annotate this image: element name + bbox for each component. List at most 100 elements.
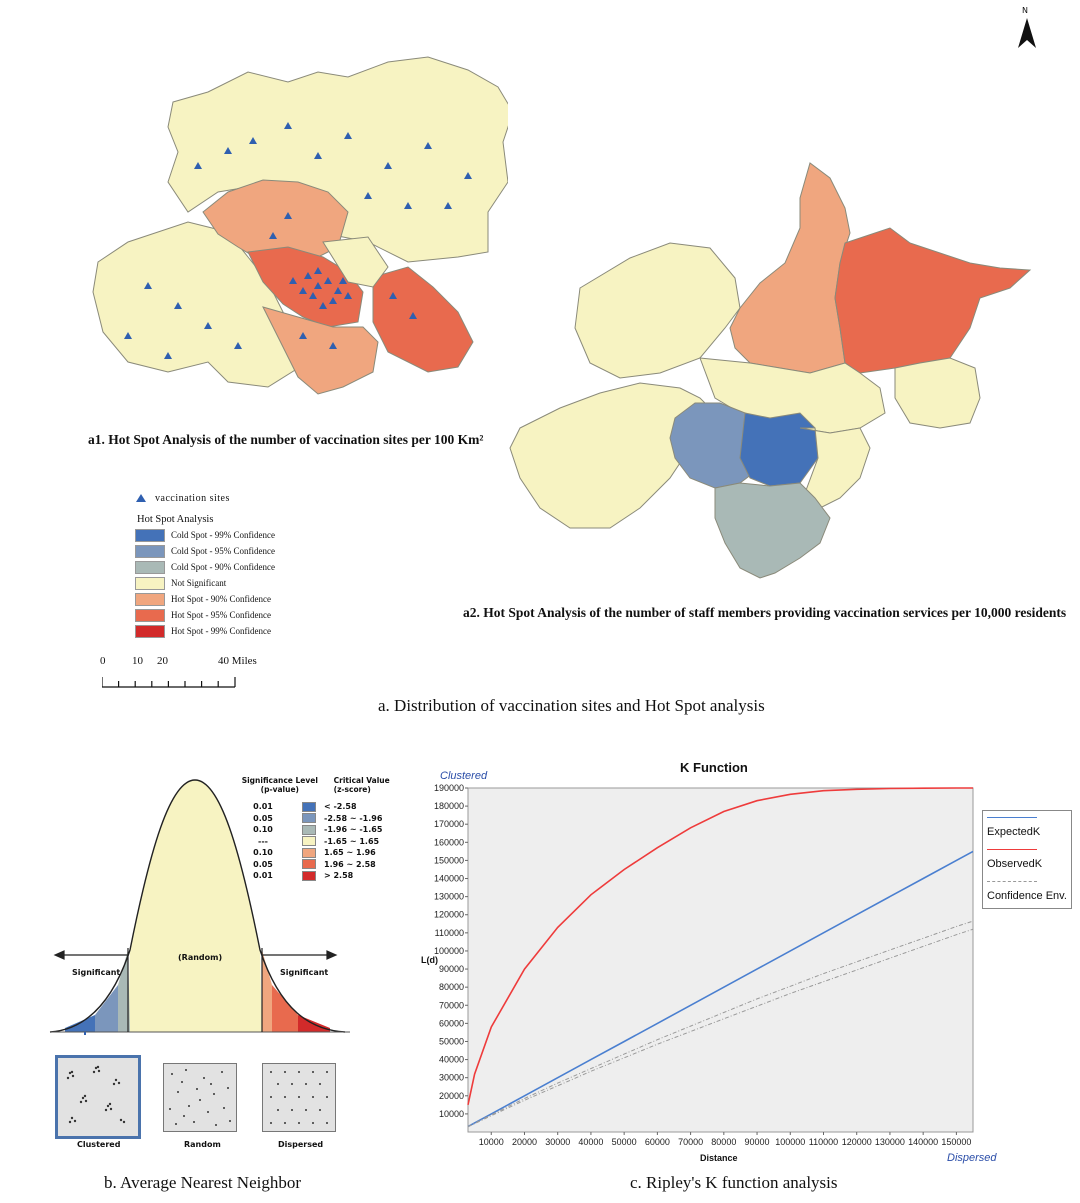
clustered-corner-label: Clustered: [440, 770, 488, 782]
y-tick-label: 100000: [434, 946, 464, 956]
legend-text-confidence: Confidence Env.: [987, 890, 1067, 902]
scale-bar-ticks: [102, 677, 236, 688]
sig-row: 0.01 < -2.58: [238, 801, 408, 813]
y-tick-label: 70000: [439, 1000, 464, 1010]
x-tick-label: 140000: [908, 1137, 938, 1147]
a2-hot95: [834, 227, 1032, 374]
random-label: (Random): [178, 953, 223, 962]
pattern-clustered: [55, 1055, 141, 1139]
pattern-dispersed: [262, 1063, 336, 1132]
y-tick-label: 90000: [439, 964, 464, 974]
a2-cold90: [714, 482, 831, 579]
y-tick-label: 120000: [434, 910, 464, 920]
legend-line-observed: [987, 849, 1037, 850]
y-tick-label: 130000: [434, 892, 464, 902]
a1-hot95-central: [247, 246, 364, 328]
tail-right-mid: [272, 985, 298, 1032]
tail-right-light: [262, 950, 272, 1032]
y-tick-label: 10000: [439, 1109, 464, 1119]
plot-area: [467, 787, 974, 1133]
confidence-lower-line: [467, 928, 974, 1128]
x-tick-label: 30000: [545, 1137, 570, 1147]
legend-item: Not Significant: [135, 575, 355, 591]
y-tick-label: 110000: [435, 928, 464, 938]
y-tick-label: 190000: [434, 783, 464, 793]
pattern-label-clustered: Clustered: [77, 1140, 121, 1149]
legend-title: Hot Spot Analysis: [137, 514, 214, 525]
y-tick-label: 180000: [434, 801, 464, 811]
sig-rows: 0.01 < -2.58 0.05 -2.58 ~ -1.96 0.10 -1.96 ~ …: [238, 801, 408, 882]
a2-hot90: [729, 162, 851, 374]
x-tick-label: 100000: [775, 1137, 805, 1147]
a1-center-lightyellow: [322, 236, 389, 288]
observedk-line: [467, 787, 973, 1105]
dispersed-corner-label: Dispersed: [947, 1152, 997, 1164]
sig-row: 0.01 > 2.58: [238, 870, 408, 882]
sig-swatch: [302, 813, 316, 824]
sig-p-value: 0.10: [253, 848, 273, 858]
scale-label-0: 0: [100, 655, 106, 667]
legend-item: Cold Spot - 99% Confidence: [135, 527, 355, 543]
legend-item: Cold Spot - 90% Confidence: [135, 559, 355, 575]
confidence-upper-line: [467, 920, 974, 1128]
sig-p-value: 0.05: [253, 859, 273, 869]
y-tick-label: 60000: [439, 1018, 464, 1028]
sig-p-value: 0.05: [253, 813, 273, 823]
scale-label-40: 40 Miles: [218, 655, 257, 667]
a1-hot95-east: [372, 266, 474, 373]
map-legend: vaccination sites Hot Spot Analysis Cold…: [135, 490, 355, 639]
pattern-random: [163, 1063, 237, 1132]
legend-swatch: [135, 560, 165, 574]
north-label: N: [1022, 6, 1028, 15]
x-tick-label: 120000: [842, 1137, 872, 1147]
legend-expectedk: ExpectedK: [983, 811, 1071, 843]
pattern-label-dispersed: Dispersed: [278, 1140, 324, 1149]
sig-p-value: ---: [258, 836, 268, 846]
expectedk-line: [467, 850, 974, 1128]
legend-item: Hot Spot - 90% Confidence: [135, 591, 355, 607]
caption-b: b. Average Nearest Neighbor: [104, 1173, 301, 1192]
caption-c: c. Ripley's K function analysis: [630, 1173, 838, 1192]
a1-north-region: [167, 56, 508, 263]
sig-table: Significance Level (p-value) Critical Va…: [238, 776, 408, 882]
sig-header: Significance Level (p-value): [241, 776, 318, 794]
legend-observedk: ObservedK: [983, 843, 1071, 875]
sig-z-score: 1.96 ~ 2.58: [324, 859, 376, 869]
sig-p-value: 0.01: [253, 871, 273, 881]
scale-label-10: 10: [132, 655, 143, 667]
sig-row: --- -1.65 ~ 1.65: [238, 836, 408, 848]
x-axis-label: Distance: [700, 1153, 738, 1163]
k-function-chart: 10000 20000 30000 40000 50000 60000 70000 80000…: [434, 783, 974, 1147]
sig-z-score: < -2.58: [324, 802, 357, 812]
sig-row: 0.10 1.65 ~ 1.96: [238, 847, 408, 859]
legend-item: Hot Spot - 95% Confidence: [135, 607, 355, 623]
a1-west-region: [92, 221, 309, 388]
tail-left-mid: [95, 985, 118, 1032]
k-function-title: K Function: [680, 760, 748, 775]
caption-a: a. Distribution of vaccination sites and…: [378, 696, 765, 715]
clustered-dots: [66, 1065, 126, 1124]
sig-row: 0.10 -1.96 ~ -1.65: [238, 824, 408, 836]
x-tick-label: 80000: [711, 1137, 736, 1147]
legend-item: Cold Spot - 95% Confidence: [135, 543, 355, 559]
sig-swatch: [302, 836, 316, 847]
legend-item-label: Not Significant: [171, 578, 227, 588]
y-tick-label: 160000: [434, 837, 464, 847]
significant-right-label: Significant: [280, 968, 329, 977]
legend-swatch: [135, 544, 165, 558]
legend-line-expected: [987, 817, 1037, 818]
sig-z-score: 1.65 ~ 1.96: [324, 848, 376, 858]
x-tick-label: 40000: [578, 1137, 603, 1147]
legend-marker-label: vaccination sites: [155, 492, 230, 504]
vaccination-site-marker-icon: [136, 494, 146, 502]
x-tick-label: 110000: [809, 1137, 838, 1147]
y-tick-label: 20000: [439, 1091, 464, 1101]
y-tick-label: 50000: [439, 1036, 464, 1046]
sig-row: 0.05 -2.58 ~ -1.96: [238, 813, 408, 825]
sig-swatch: [302, 859, 316, 870]
pattern-label-random: Random: [184, 1140, 221, 1149]
normal-curve: [49, 779, 350, 1035]
caption-a1: a1. Hot Spot Analysis of the number of v…: [88, 432, 484, 447]
sig-swatch: [302, 847, 316, 858]
sig-z-score: -1.96 ~ -1.65: [324, 825, 383, 835]
